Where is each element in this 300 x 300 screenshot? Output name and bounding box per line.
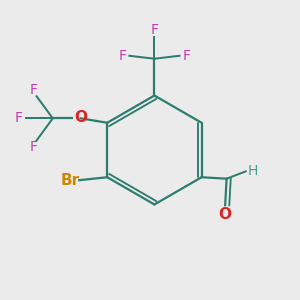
Text: O: O (219, 207, 232, 222)
Text: F: F (150, 23, 158, 37)
Text: F: F (15, 111, 23, 125)
Text: F: F (118, 49, 126, 63)
Text: F: F (182, 49, 190, 63)
Text: F: F (30, 140, 38, 154)
Text: F: F (30, 83, 38, 97)
Text: Br: Br (60, 173, 80, 188)
Text: H: H (247, 164, 258, 178)
Text: O: O (74, 110, 87, 125)
